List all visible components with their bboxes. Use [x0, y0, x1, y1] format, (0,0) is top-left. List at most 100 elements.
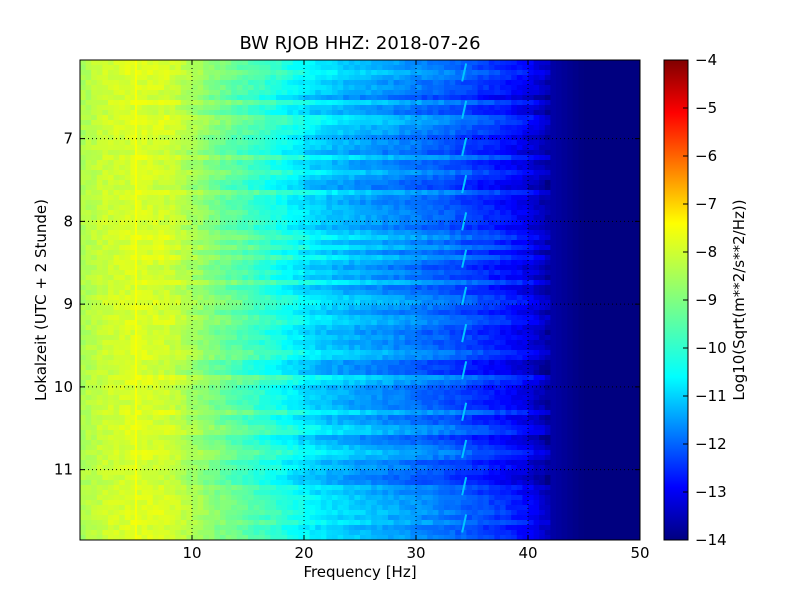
heatmap-cell: [164, 125, 171, 131]
heatmap-cell: [444, 100, 451, 106]
heatmap-cell: [85, 115, 92, 121]
heatmap-cell: [315, 210, 322, 216]
heatmap-cell: [606, 60, 613, 66]
heatmap-cell: [259, 130, 266, 136]
heatmap-cell: [494, 275, 501, 281]
heatmap-cell: [410, 80, 417, 86]
heatmap-cell: [152, 160, 159, 166]
heatmap-cell: [136, 200, 143, 206]
heatmap-cell: [511, 110, 518, 116]
heatmap-cell: [236, 260, 243, 266]
heatmap-cell: [180, 225, 187, 231]
heatmap-cell: [550, 195, 557, 201]
heatmap-cell: [141, 115, 148, 121]
heatmap-cell: [393, 125, 400, 131]
heatmap-cell: [214, 180, 221, 186]
heatmap-cell: [360, 305, 367, 311]
heatmap-cell: [130, 100, 137, 106]
heatmap-cell: [343, 200, 350, 206]
heatmap-cell: [292, 85, 299, 91]
heatmap-cell: [556, 225, 563, 231]
heatmap-cell: [113, 245, 120, 251]
heatmap-cell: [584, 75, 591, 81]
heatmap-cell: [169, 200, 176, 206]
heatmap-cell: [309, 290, 316, 296]
heatmap-cell: [136, 185, 143, 191]
heatmap-cell: [152, 290, 159, 296]
heatmap-cell: [561, 185, 568, 191]
heatmap-cell: [371, 195, 378, 201]
heatmap-cell: [617, 295, 624, 301]
heatmap-cell: [600, 160, 607, 166]
heatmap-cell: [152, 180, 159, 186]
heatmap-cell: [259, 235, 266, 241]
heatmap-cell: [595, 70, 602, 76]
heatmap-cell: [612, 200, 619, 206]
heatmap-cell: [220, 130, 227, 136]
heatmap-cell: [102, 215, 109, 221]
heatmap-cell: [102, 95, 109, 101]
heatmap-cell: [287, 305, 294, 311]
heatmap-cell: [360, 245, 367, 251]
heatmap-cell: [147, 200, 154, 206]
heatmap-cell: [326, 285, 333, 291]
heatmap-cell: [108, 115, 115, 121]
heatmap-cell: [309, 270, 316, 276]
heatmap-cell: [332, 125, 339, 131]
heatmap-cell: [483, 85, 490, 91]
heatmap-cell: [315, 200, 322, 206]
heatmap-cell: [432, 185, 439, 191]
heatmap-cell: [528, 135, 535, 141]
heatmap-cell: [634, 145, 640, 151]
heatmap-cell: [376, 185, 383, 191]
heatmap-cell: [96, 85, 103, 91]
heatmap-cell: [600, 95, 607, 101]
heatmap-cell: [634, 285, 640, 291]
heatmap-cell: [567, 280, 574, 286]
heatmap-cell: [236, 90, 243, 96]
heatmap-cell: [186, 285, 193, 291]
heatmap-cell: [421, 115, 428, 121]
heatmap-cell: [292, 125, 299, 131]
heatmap-cell: [180, 135, 187, 141]
heatmap-cell: [432, 200, 439, 206]
heatmap-cell: [292, 200, 299, 206]
heatmap-cell: [203, 225, 210, 231]
heatmap-cell: [264, 130, 271, 136]
heatmap-cell: [550, 280, 557, 286]
heatmap-cell: [203, 240, 210, 246]
heatmap-cell: [623, 150, 630, 156]
heatmap-cell: [231, 135, 238, 141]
heatmap-cell: [175, 140, 182, 146]
heatmap-cell: [152, 60, 159, 66]
heatmap-cell: [376, 60, 383, 66]
heatmap-cell: [91, 155, 98, 161]
heatmap-cell: [332, 65, 339, 71]
heatmap-cell: [550, 275, 557, 281]
heatmap-cell: [108, 180, 115, 186]
heatmap-cell: [152, 270, 159, 276]
heatmap-cell: [192, 280, 199, 286]
heatmap-cell: [242, 85, 249, 91]
heatmap-cell: [309, 230, 316, 236]
heatmap-cell: [623, 265, 630, 271]
heatmap-cell: [399, 165, 406, 171]
heatmap-cell: [634, 270, 640, 276]
heatmap-cell: [225, 185, 232, 191]
heatmap-cell: [85, 225, 92, 231]
heatmap-cell: [522, 200, 529, 206]
heatmap-cell: [236, 80, 243, 86]
heatmap-cell: [455, 165, 462, 171]
heatmap-cell: [320, 170, 327, 176]
heatmap-cell: [91, 175, 98, 181]
heatmap-cell: [410, 105, 417, 111]
heatmap-cell: [130, 75, 137, 81]
heatmap-cell: [253, 85, 260, 91]
heatmap-cell: [634, 245, 640, 251]
heatmap-cell: [567, 185, 574, 191]
heatmap-cell: [522, 265, 529, 271]
heatmap-cell: [175, 120, 182, 126]
heatmap-cell: [208, 175, 215, 181]
heatmap-cell: [220, 140, 227, 146]
heatmap-cell: [483, 185, 490, 191]
